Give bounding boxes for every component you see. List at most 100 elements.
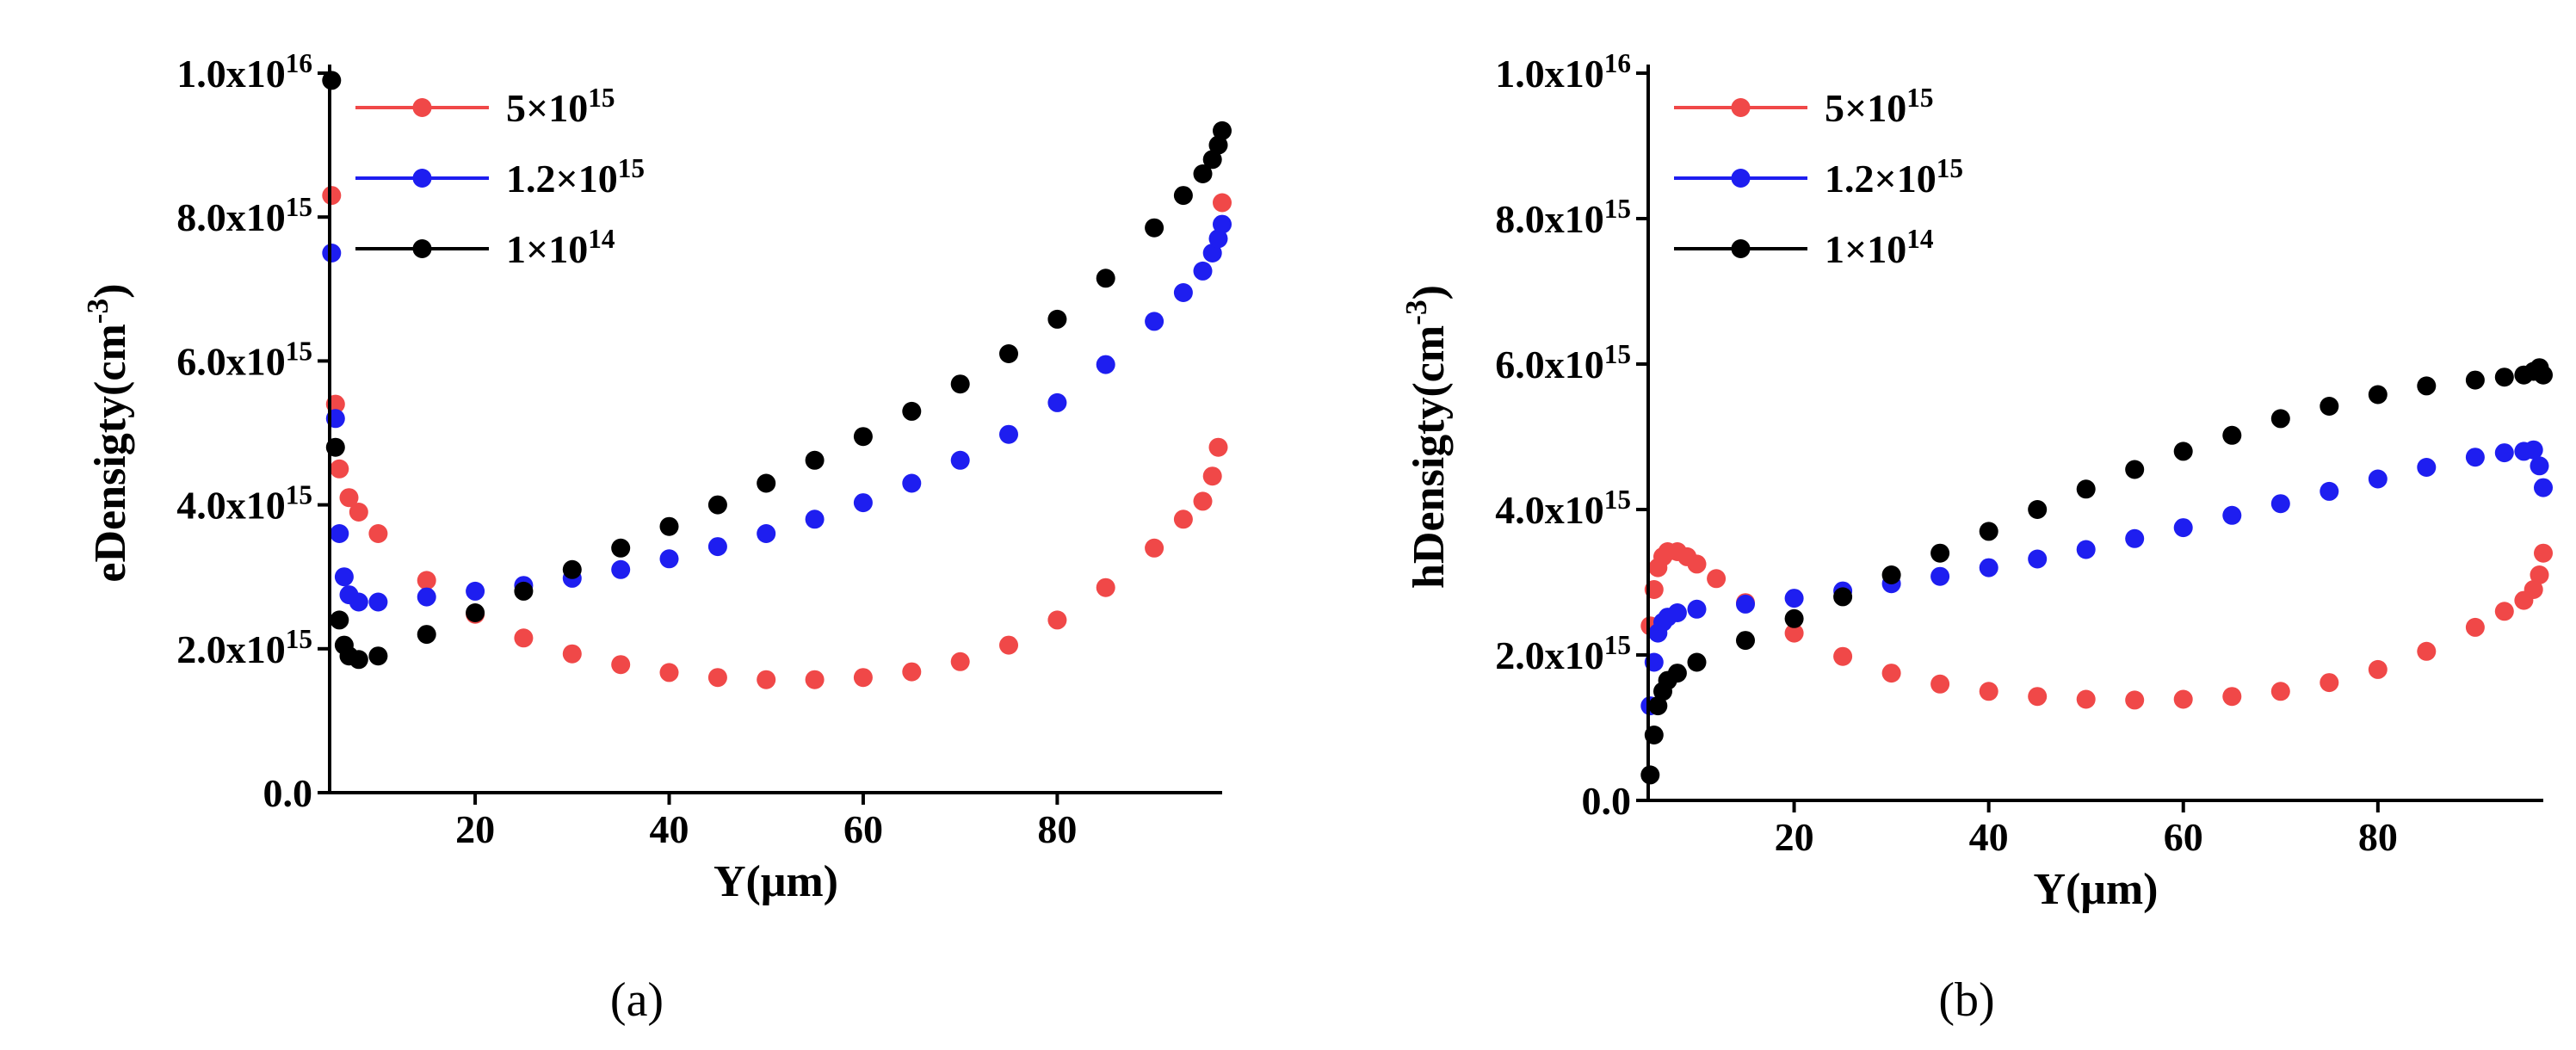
x-tick-label: 20 bbox=[455, 807, 495, 851]
legend-label-sup: 15 bbox=[1906, 83, 1933, 113]
legend-label: 1×1014 bbox=[1825, 224, 1934, 272]
data-point bbox=[853, 668, 873, 688]
y-tick-label: 2.0x1015 bbox=[1495, 630, 1631, 678]
data-point bbox=[1096, 355, 1115, 374]
y-tick-label-sup: 15 bbox=[1604, 485, 1631, 515]
data-point bbox=[1047, 610, 1067, 630]
legend-marker bbox=[1731, 239, 1751, 258]
data-points-a bbox=[322, 71, 1232, 689]
data-point bbox=[2523, 580, 2543, 599]
legend-label: 5×1015 bbox=[1825, 83, 1933, 131]
y-tick-label-sup: 15 bbox=[1604, 194, 1631, 224]
data-point bbox=[1213, 193, 1232, 213]
data-point bbox=[2494, 368, 2514, 387]
data-point bbox=[1145, 538, 1164, 558]
data-point bbox=[2465, 617, 2485, 637]
y-tick-label: 1.0x1016 bbox=[176, 48, 312, 96]
data-point bbox=[2534, 543, 2553, 563]
y-tick-label-sup: 16 bbox=[1604, 48, 1631, 78]
data-point bbox=[562, 559, 582, 579]
data-point bbox=[2523, 440, 2543, 460]
y-tick-label: 6.0x1015 bbox=[1495, 339, 1631, 387]
data-point bbox=[2320, 481, 2339, 501]
data-point bbox=[368, 524, 388, 543]
data-point bbox=[1047, 309, 1067, 329]
legend-marker bbox=[412, 98, 432, 117]
data-point bbox=[2417, 458, 2437, 477]
data-point bbox=[1208, 229, 1228, 249]
y-tick-label-base: 2.0x10 bbox=[176, 627, 286, 671]
y-axis-title-close: ) bbox=[86, 283, 135, 298]
data-point bbox=[659, 516, 679, 536]
data-point bbox=[805, 510, 825, 529]
data-point bbox=[2320, 397, 2339, 416]
data-point bbox=[2125, 460, 2145, 479]
y-axis-title: hDensigty(cm-3) bbox=[1399, 285, 1454, 589]
data-point bbox=[2494, 443, 2514, 463]
y-tick-label: 0.0 bbox=[263, 771, 313, 815]
data-point bbox=[1173, 283, 1193, 302]
data-point bbox=[2125, 528, 2145, 548]
y-tick-label-sup: 15 bbox=[1604, 630, 1631, 660]
data-point bbox=[2173, 442, 2193, 461]
data-point bbox=[1979, 522, 1998, 541]
data-point bbox=[1213, 120, 1232, 140]
y-tick-label: 4.0x1015 bbox=[176, 479, 312, 528]
panel-a: 20 40 60 800.02.0x10154.0x10156.0x10158.0x1… bbox=[80, 48, 1232, 1027]
data-point bbox=[562, 644, 582, 664]
data-point bbox=[349, 650, 368, 670]
y-tick-label-sup: 15 bbox=[286, 479, 312, 510]
y-tick-label: 8.0x1015 bbox=[1495, 194, 1631, 242]
x-tick-label: 60 bbox=[2164, 815, 2203, 859]
data-point bbox=[2368, 469, 2388, 489]
x-tick-label: 80 bbox=[1037, 807, 1077, 851]
data-point bbox=[330, 524, 349, 543]
legend-marker bbox=[1731, 169, 1751, 188]
data-point bbox=[707, 495, 727, 515]
data-point bbox=[707, 668, 727, 688]
y-tick-label-sup: 15 bbox=[1604, 339, 1631, 369]
data-point bbox=[757, 473, 776, 493]
data-point bbox=[466, 603, 485, 622]
data-point bbox=[1208, 135, 1228, 155]
data-point bbox=[2270, 682, 2290, 701]
data-point bbox=[1881, 664, 1901, 683]
data-point bbox=[2465, 448, 2485, 467]
data-point bbox=[757, 524, 776, 543]
x-tick-label: 60 bbox=[843, 807, 883, 851]
y-tick-label-base: 0.0 bbox=[1582, 779, 1632, 823]
data-point bbox=[368, 592, 388, 612]
legend-label: 1.2×1015 bbox=[1825, 153, 1963, 201]
data-point bbox=[1667, 664, 1687, 683]
data-point bbox=[2125, 690, 2145, 710]
data-point bbox=[611, 538, 631, 558]
data-point bbox=[707, 537, 727, 557]
x-tick-label: 80 bbox=[2358, 815, 2398, 859]
data-point bbox=[2173, 518, 2193, 538]
x-tick-label: 40 bbox=[1969, 815, 2009, 859]
data-point bbox=[999, 344, 1018, 363]
legend-label: 5×1015 bbox=[506, 83, 615, 131]
data-point bbox=[322, 71, 342, 90]
data-point bbox=[1202, 244, 1222, 262]
x-axis-title: Y(μm) bbox=[713, 857, 838, 906]
y-axis-title-close: ) bbox=[1405, 285, 1454, 300]
data-point bbox=[1193, 261, 1213, 281]
data-point bbox=[611, 655, 631, 675]
legend-label-sup: 15 bbox=[588, 83, 615, 113]
y-tick-label-sup: 16 bbox=[286, 48, 312, 78]
data-point bbox=[805, 450, 825, 470]
data-point bbox=[1979, 558, 1998, 578]
data-point bbox=[1648, 696, 1668, 716]
data-point bbox=[417, 571, 436, 590]
data-points-b bbox=[1640, 358, 2553, 785]
data-point bbox=[1173, 186, 1193, 206]
data-point bbox=[514, 628, 534, 648]
data-point bbox=[368, 646, 388, 666]
y-tick-label-base: 6.0x10 bbox=[176, 339, 286, 383]
series-a-2 bbox=[322, 71, 1232, 670]
legend-marker bbox=[1731, 98, 1751, 117]
y-tick-label: 6.0x1015 bbox=[176, 336, 312, 384]
legend-label-base: 1.2×10 bbox=[1825, 157, 1937, 201]
